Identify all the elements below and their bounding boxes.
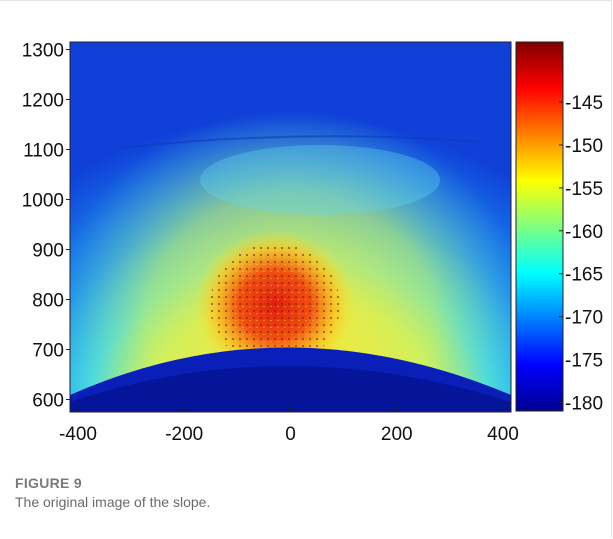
- y-tick-label: 800: [32, 291, 64, 312]
- x-tick-label: 0: [285, 424, 296, 445]
- colorbar-axis: -145 -150 -155 -160 -165 -170 -175 -180: [559, 93, 603, 414]
- figure-canvas: 600 700 800 900 1000 1100 1200 1300 -400 -200 0 20…: [22, 41, 603, 446]
- colorbar-tick-label: -175: [565, 351, 603, 372]
- colorbar-tick-label: -150: [565, 136, 603, 157]
- colorbar-tick-label: -170: [565, 308, 603, 329]
- colorbar-tick-label: -145: [565, 93, 603, 114]
- x-axis: -400 -200 0 200 400: [59, 408, 519, 445]
- x-tick-label: -200: [165, 424, 203, 445]
- y-tick-label: 600: [32, 391, 64, 412]
- colorbar-tick-label: -165: [565, 265, 603, 286]
- heatmap-image: [70, 42, 511, 412]
- y-tick-label: 1200: [22, 91, 64, 112]
- colorbar-tick-label: -180: [565, 393, 603, 414]
- y-axis: 600 700 800 900 1000 1100 1200 1300: [22, 41, 70, 412]
- y-tick-label: 1000: [22, 191, 64, 212]
- y-tick-label: 700: [32, 341, 64, 362]
- y-tick-label: 900: [32, 241, 64, 262]
- x-tick-label: 200: [381, 424, 413, 445]
- colorbar-tick-label: -160: [565, 222, 603, 243]
- x-tick-label: -400: [59, 424, 97, 445]
- y-tick-label: 1300: [22, 41, 64, 62]
- colorbar: [515, 41, 564, 412]
- x-tick-label: 400: [487, 424, 519, 445]
- figure-label: FIGURE 9: [15, 475, 82, 491]
- figure-caption: The original image of the slope.: [15, 494, 211, 510]
- y-tick-label: 1100: [23, 141, 64, 162]
- colorbar-tick-label: -155: [565, 179, 603, 200]
